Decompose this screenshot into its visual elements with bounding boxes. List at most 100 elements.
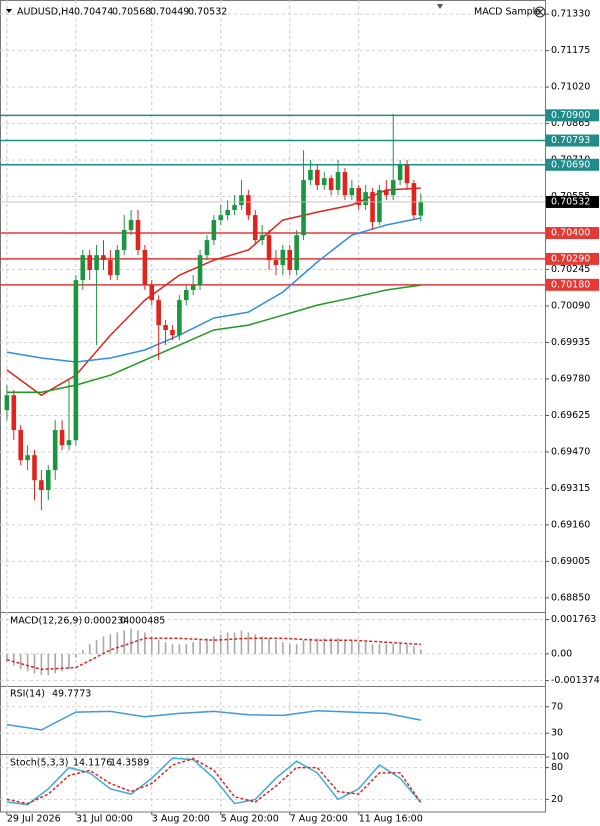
candle-body — [404, 165, 410, 184]
y-tick-label: 0.70245 — [551, 264, 590, 275]
macd-value: 0.000234 — [84, 616, 129, 627]
y-tick-label: 0.69315 — [551, 483, 590, 494]
y-tick-label: 0.71175 — [551, 45, 590, 56]
y-tick-label: 0.69470 — [551, 446, 590, 457]
menu-arrow[interactable] — [6, 9, 12, 13]
x-tick-label: 3 Aug 20:00 — [152, 814, 210, 825]
macd-bar — [344, 640, 346, 654]
macd-bar — [206, 638, 208, 654]
macd-bar — [261, 636, 263, 654]
level-label-box — [546, 158, 599, 171]
high-value: 0.70568 — [112, 7, 151, 18]
candle-body — [87, 255, 92, 270]
header: AUDUSD,H4 0.70474 0.70568 0.70449 0.7053… — [6, 4, 546, 769]
candle-body — [121, 229, 127, 250]
grid — [0, 0, 545, 812]
candle-body — [25, 455, 30, 461]
symbol: AUDUSD,H4 — [17, 7, 74, 18]
candle-body — [397, 165, 403, 181]
macd-bar — [26, 653, 29, 672]
macd-bar — [33, 653, 36, 674]
candle-body — [370, 192, 375, 222]
candle-body — [349, 188, 355, 196]
macd-bar — [199, 640, 201, 654]
candle-body — [259, 235, 265, 241]
macd-bar — [406, 644, 408, 654]
macd-bar — [137, 630, 139, 654]
candle-body — [59, 430, 65, 446]
macd-bar — [54, 653, 56, 674]
candle-body — [335, 172, 341, 190]
stoch-signal-value: 14.3589 — [110, 758, 149, 769]
candle-body — [4, 395, 10, 411]
candle-body — [384, 189, 389, 196]
macd-bar — [192, 642, 194, 654]
macd-bar — [254, 634, 257, 654]
candle-body — [197, 255, 203, 286]
candle-body — [73, 280, 79, 441]
y-tick-label: 0.69005 — [551, 556, 590, 567]
candle-body — [266, 235, 272, 261]
candle-body — [18, 430, 23, 461]
level-label: 0.70180 — [551, 279, 590, 290]
candle-body — [142, 249, 148, 286]
y-tick-label: 0.71330 — [551, 9, 590, 20]
candle-body — [66, 440, 72, 446]
x-tick-label: 7 Aug 20:00 — [290, 814, 348, 825]
macd-bar — [47, 653, 50, 676]
level-label: 0.70400 — [551, 228, 590, 239]
macd-bar — [392, 644, 395, 654]
candle-body — [390, 180, 396, 196]
candle-body — [301, 180, 306, 236]
y-tick-label: 0.70865 — [551, 118, 590, 129]
macd-bar — [81, 649, 84, 654]
macd-bar — [19, 653, 22, 670]
y-tick-label: 0.69625 — [551, 410, 590, 421]
price-axis: 29 Jul 2026 31 Jul 00:00 3 Aug 20:00 5 Aug … — [6, 9, 600, 825]
y-tick-label: 100 — [551, 752, 569, 763]
macd-bar — [171, 644, 174, 654]
macd-bar — [288, 644, 291, 654]
y-tick-label: 0.69780 — [551, 373, 590, 384]
y-tick-label: 0.001763 — [551, 614, 596, 625]
y-tick-label: 0.71020 — [551, 82, 590, 93]
macd-bar — [330, 638, 332, 654]
level-label: 0.70290 — [551, 253, 590, 264]
macd-bar — [219, 634, 222, 654]
macd-bar — [61, 653, 63, 672]
candle-body — [135, 220, 141, 250]
macd-bar — [413, 646, 415, 654]
candle-body — [204, 240, 210, 256]
candle-body — [321, 178, 327, 186]
candle-body — [80, 255, 86, 281]
candle-body — [232, 205, 237, 210]
macd-bar — [295, 644, 298, 654]
y-tick-label: 30 — [551, 728, 563, 739]
candle-body — [114, 249, 120, 276]
marks — [0, 113, 545, 806]
level-label-box — [546, 227, 599, 240]
candle-body — [418, 201, 424, 216]
stoch-main-value: 14.1176 — [73, 758, 112, 769]
macd-bar — [40, 653, 43, 676]
candle-body — [218, 215, 224, 221]
x-tick-label: 11 Aug 16:00 — [359, 814, 423, 825]
y-tick-label: 0.70090 — [551, 301, 590, 312]
scroll-arrow[interactable] — [437, 4, 443, 9]
candle-body — [377, 189, 382, 222]
current-price-label: 0.70532 — [551, 196, 590, 207]
candle-body — [294, 235, 299, 270]
candle-body — [252, 215, 258, 241]
expert-icon[interactable] — [534, 6, 546, 18]
stoch-main — [6, 757, 422, 806]
candle-body — [315, 169, 320, 186]
macd-signal-value: 0.000485 — [120, 616, 165, 627]
x-tick-label: 5 Aug 20:00 — [221, 814, 279, 825]
macd-bar — [420, 649, 422, 654]
macd-bar — [130, 628, 132, 654]
rsi-line — [6, 710, 421, 731]
candle-body — [280, 249, 286, 266]
macd-bar — [157, 640, 160, 654]
